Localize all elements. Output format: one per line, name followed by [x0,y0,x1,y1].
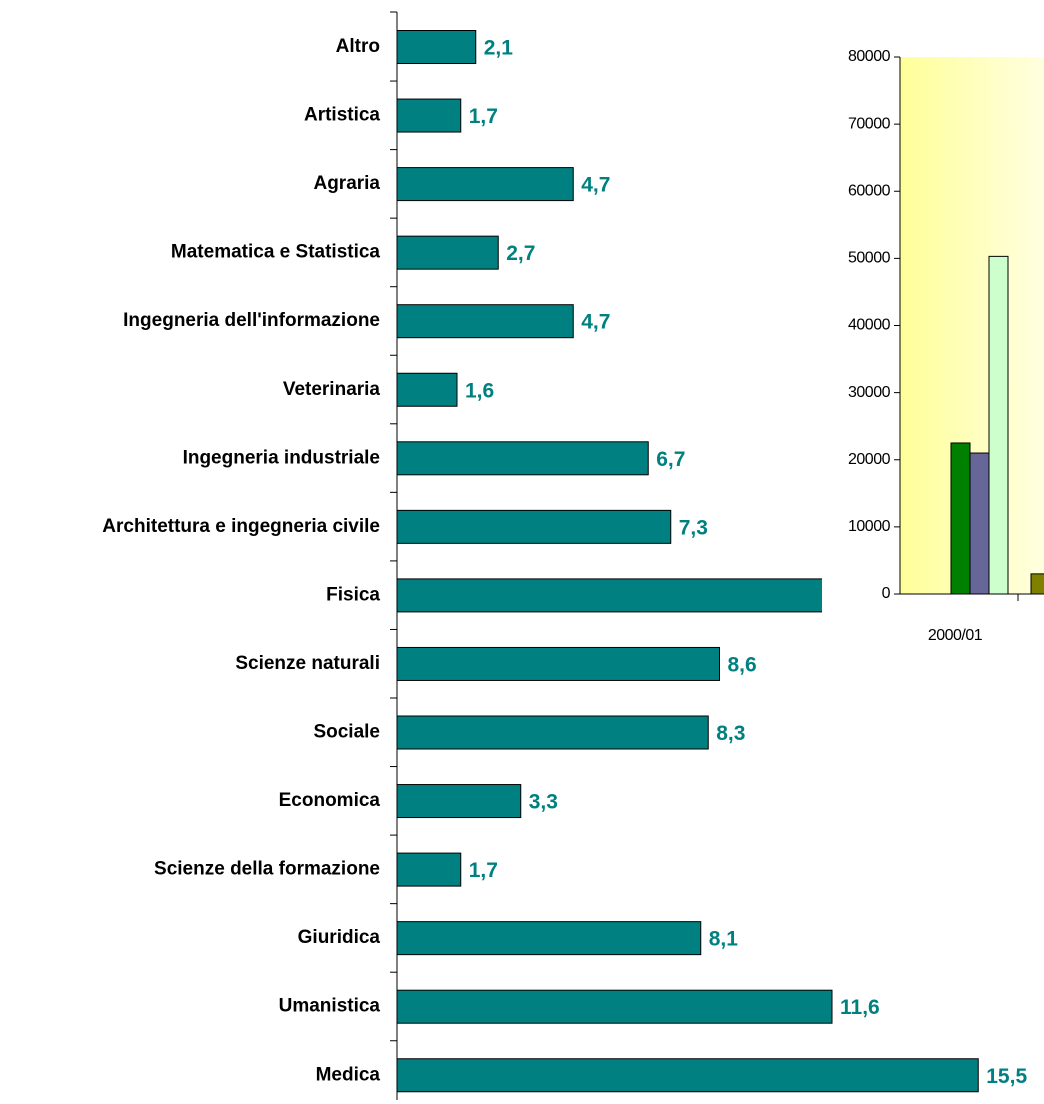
category-label: Giuridica [298,927,381,948]
column [950,442,971,595]
y-tick-label: 40000 [848,317,891,334]
bar [396,715,709,750]
category-label: Scienze della formazione [154,859,380,880]
y-tick-label: 0 [882,585,891,602]
category-label: Altro [336,36,380,57]
category-label: Architettura e ingegneria civile [102,516,380,537]
bar [396,167,574,202]
column [988,255,1009,595]
y-tick-label: 60000 [848,182,891,199]
y-tick-label: 50000 [848,250,891,267]
bar [396,509,672,544]
value-label: 8,3 [716,722,745,745]
bar [396,235,499,270]
category-label: Economica [279,790,381,811]
bar [396,578,825,613]
category-label: Agraria [313,173,380,194]
bar [396,98,462,133]
y-tick-label: 70000 [848,115,891,132]
value-label: 8,1 [709,928,739,951]
bar [396,372,458,407]
y-tick-label: 80000 [848,48,891,65]
category-label: Umanistica [279,996,381,1017]
value-label: 1,7 [469,105,498,128]
category-label: Veterinaria [283,379,381,400]
value-label: 3,3 [529,791,558,814]
column [1030,573,1044,595]
value-label: 4,7 [581,174,610,197]
column [969,452,990,595]
category-label: Matematica e Statistica [171,242,381,263]
category-label: Ingegneria dell'informazione [123,310,380,331]
category-label: Scienze naturali [235,653,380,674]
value-label: 2,7 [506,242,535,265]
category-label: Ingegneria industriale [183,447,380,468]
category-label: Sociale [313,722,380,743]
value-label: 1,7 [469,859,498,882]
value-label: 15,5 [986,1065,1027,1088]
category-label: Fisica [326,584,380,605]
bar [396,1058,979,1093]
category-label: Artistica [304,105,380,126]
bar [396,646,720,681]
value-label: 8,6 [728,653,757,676]
y-tick-label: 20000 [848,451,891,468]
bar [396,989,833,1024]
category-label: Medica [316,1064,381,1085]
bar [396,852,462,887]
bar [396,30,477,64]
bar [396,304,574,339]
value-label: 7,3 [679,516,708,539]
value-label: 1,6 [465,379,494,402]
x-tick-label: 2000/01 [928,627,983,644]
bar [396,784,522,819]
value-label: 4,7 [581,311,610,334]
bar [396,921,702,956]
y-tick-label: 10000 [848,518,891,535]
bar [396,441,649,476]
value-label: 6,7 [656,448,685,471]
value-label: 2,1 [484,37,514,60]
value-label: 11,6 [840,996,880,1019]
y-tick-label: 30000 [848,384,891,401]
